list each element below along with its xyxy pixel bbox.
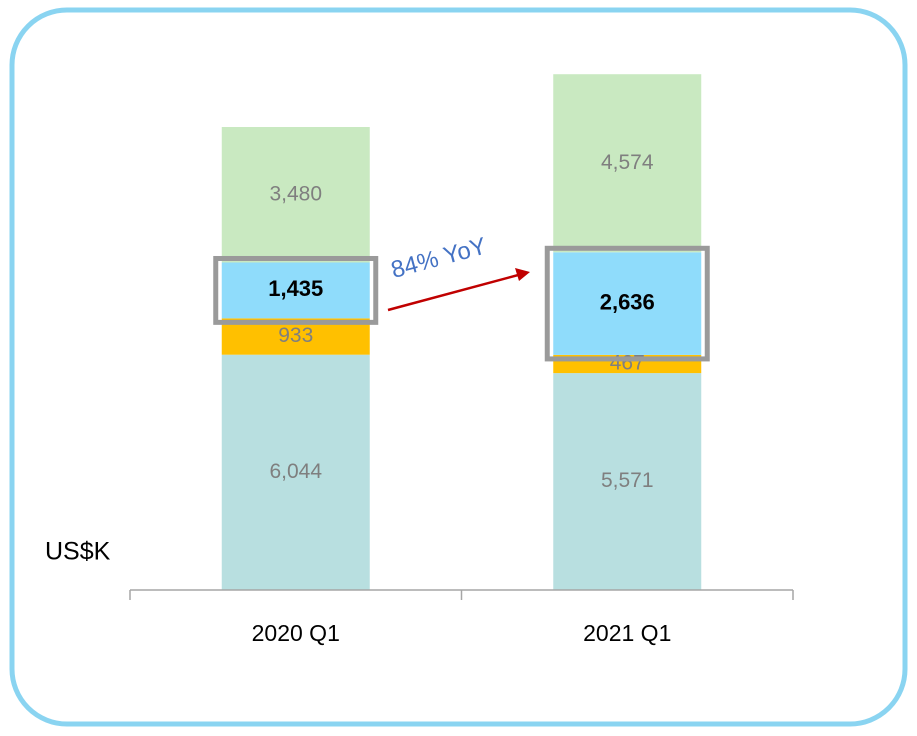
bar-segment: [221, 127, 370, 263]
arrow-head: [515, 268, 530, 281]
x-tick-label: 2021 Q1: [583, 620, 671, 646]
data-label: 4,574: [601, 151, 654, 174]
data-label: 6,044: [269, 460, 322, 483]
highlight-box: [213, 255, 379, 325]
highlight-box: [544, 245, 710, 362]
bar-segment: [553, 74, 702, 253]
arrow: [387, 272, 523, 312]
bar-segment: [553, 252, 702, 355]
data-label: 467: [610, 352, 645, 375]
bar-segment: [553, 373, 702, 590]
bar-segment: [221, 354, 370, 590]
frame: [9, 7, 908, 727]
bar-segment: [221, 262, 370, 319]
x-tick-label: 2020 Q1: [252, 620, 340, 646]
annotation: 84% YoY: [388, 233, 489, 284]
data-label: 5,571: [601, 469, 654, 492]
data-label: 933: [278, 324, 313, 347]
data-label: 3,480: [269, 182, 322, 205]
data-label: 2,636: [600, 289, 655, 314]
y-axis-label: US$K: [45, 538, 111, 566]
data-label: 1,435: [268, 276, 323, 301]
